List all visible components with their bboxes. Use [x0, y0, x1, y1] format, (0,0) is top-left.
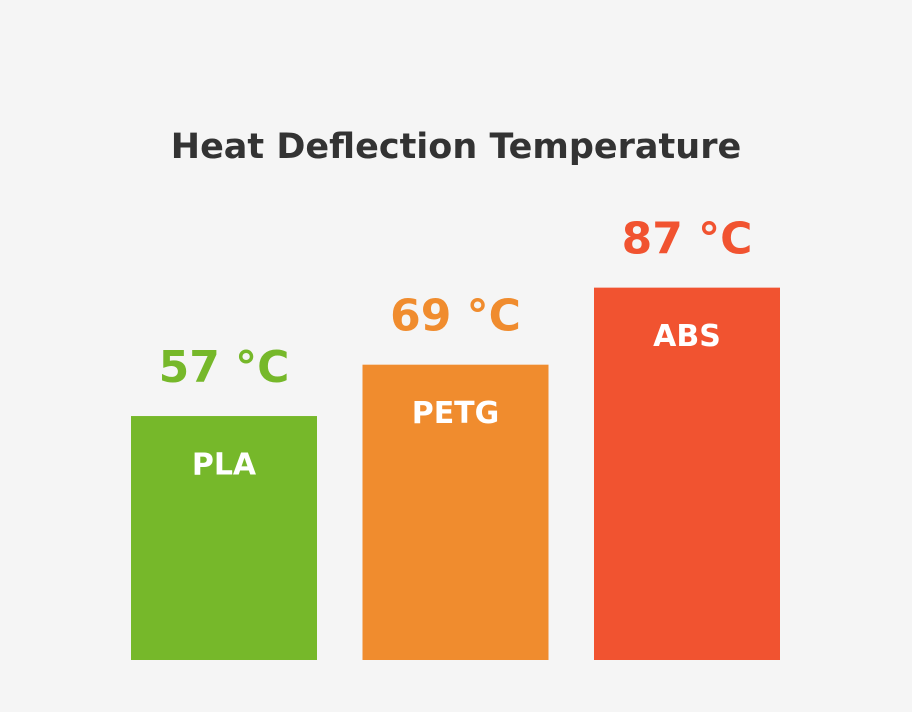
value-label: 69 °C: [390, 291, 521, 342]
chart-title: Heat Deflection Temperature: [171, 127, 741, 167]
category-label: ABS: [653, 319, 721, 354]
category-label: PLA: [192, 448, 257, 483]
category-label: PETG: [412, 396, 500, 431]
bar: [594, 287, 780, 660]
bar: [131, 416, 317, 660]
value-label: 57 °C: [159, 342, 290, 393]
value-label: 87 °C: [622, 214, 753, 265]
bar: [362, 364, 549, 660]
